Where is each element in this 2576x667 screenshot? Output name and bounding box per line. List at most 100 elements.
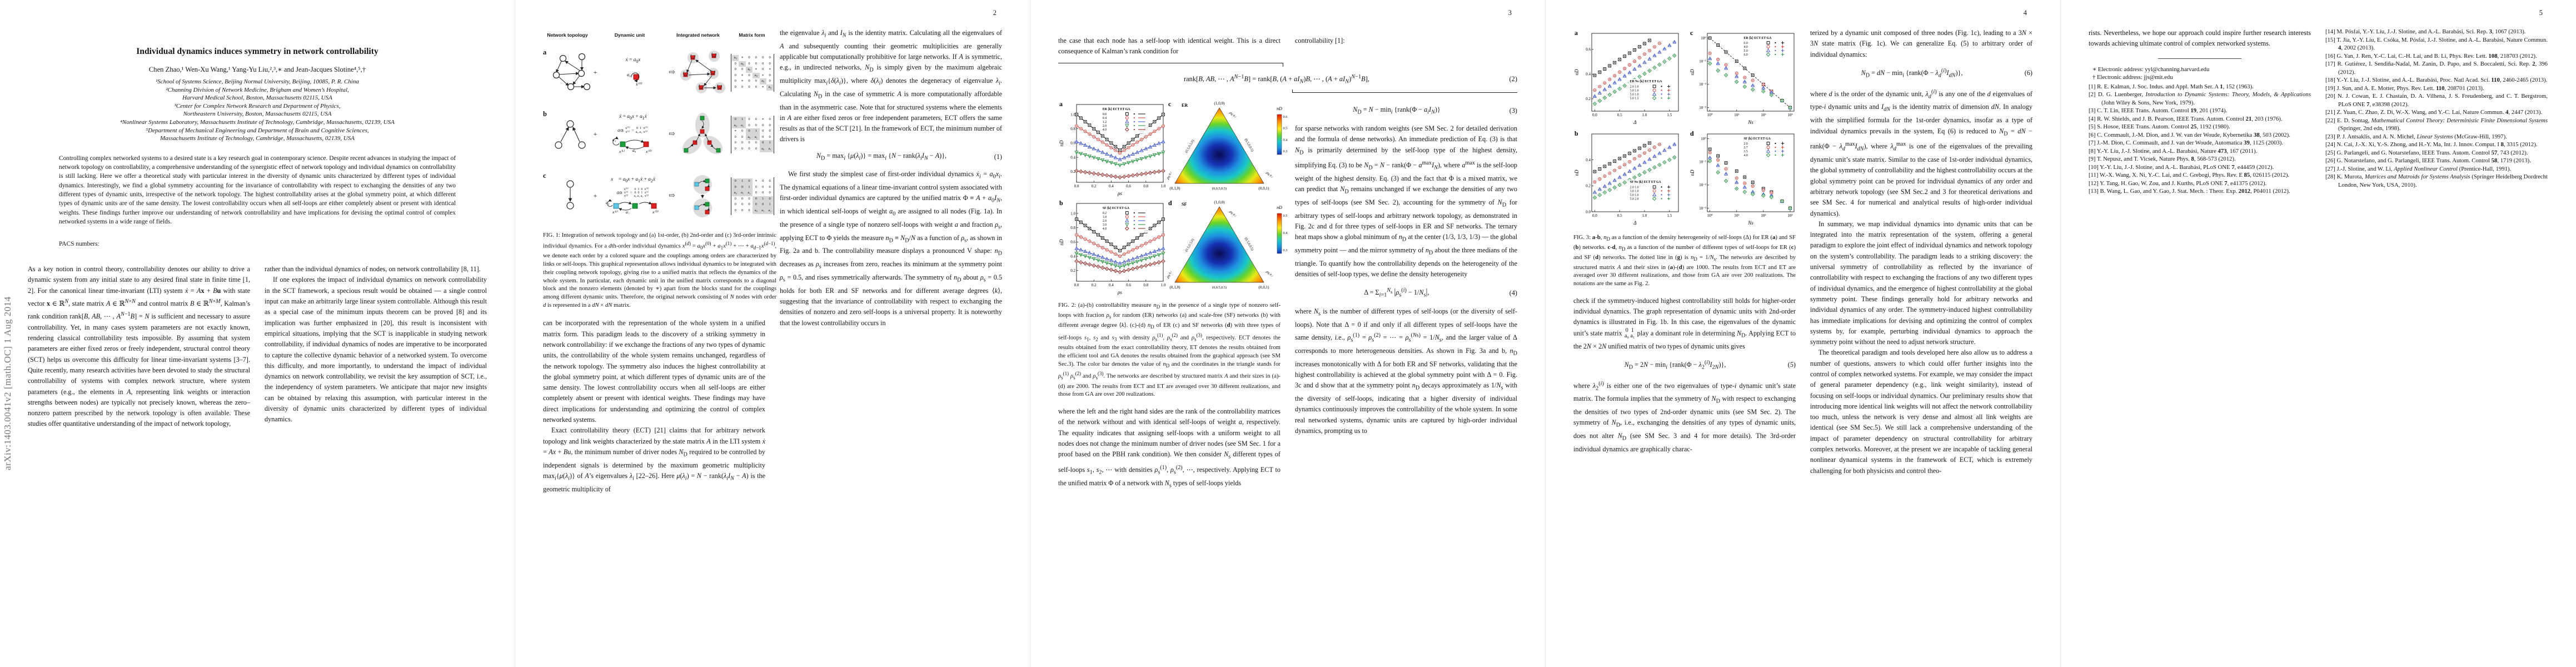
svg-text:0.4: 0.4 — [1586, 158, 1591, 162]
svg-text:5.0 1.5: 5.0 1.5 — [1630, 97, 1639, 100]
fig1-header-matrix: Matrix form — [739, 32, 765, 38]
svg-text:10³: 10³ — [1787, 113, 1792, 117]
fig1-unit-equation: x⃛ = a0x + a1ẋ + a2ẍ — [611, 177, 655, 184]
svg-text:Δ: Δ — [1633, 220, 1636, 226]
page-2: 2 Network topology Dynamic unit Integrat… — [515, 0, 1030, 667]
fig1-row-tag: a — [543, 48, 547, 57]
body-paragraph: In summary, we map individual dynamics i… — [1810, 220, 2032, 346]
affiliation-line: ²Channing Division of Network Medicine, … — [166, 86, 349, 93]
svg-text:nD: nD — [1574, 170, 1580, 176]
svg-text:0.6: 0.6 — [1586, 47, 1591, 52]
reference-item: [18] Y.-Y. Liu, J.-J. Slotine, and A.-L.… — [2325, 77, 2548, 83]
unit-label: x⁽⁰⁾ — [652, 210, 659, 214]
fig2-panel-d-ternary: d SF (1,0,0) (0,1,0) (0,0,1) (0.5,0.5,0) (0.5,… — [1165, 198, 1292, 297]
svg-text:0.8: 0.8 — [1070, 226, 1075, 230]
svg-text:5.0 1.0: 5.0 1.0 — [1630, 193, 1639, 197]
svg-text:0.5: 0.5 — [1617, 213, 1622, 218]
body-paragraph: Exact controllability theory (ECT) [21] … — [543, 426, 766, 493]
body-paragraph: where d is the order of the dynamic unit… — [1810, 88, 2033, 217]
svg-text:2.0: 2.0 — [1103, 125, 1107, 128]
svg-text:b: b — [1059, 199, 1063, 207]
unit-label: x⁽⁰⁾ — [635, 82, 642, 87]
svg-text:0.5: 0.5 — [1283, 127, 1288, 131]
equation-2: rank[B, AB, ⋯ , AN−1B] = rank[B, (A + aI… — [1058, 74, 1517, 85]
svg-text:0.0: 0.0 — [1074, 283, 1079, 287]
unit-label: x⁽⁰⁾ — [645, 149, 652, 153]
svg-text:1.0: 1.0 — [1642, 113, 1647, 117]
fig3-panel-c: 10⁰ 10¹ 10² 10³ 10⁰ 10⁻¹ 10⁻² 10⁻³ Ns nD c ER ⟨k⟩ E… — [1689, 28, 1800, 128]
figure-1-caption: FIG. 1: Integration of network topology … — [543, 232, 777, 308]
svg-text:0.2: 0.2 — [1103, 212, 1107, 215]
svg-text:nD: nD — [1690, 170, 1695, 176]
reference-item: [2] D. G. Luenberger, Introduction to Dy… — [2089, 91, 2311, 106]
fig1-header-unit: Dynamic unit — [614, 32, 645, 38]
svg-text:0.6: 0.6 — [1126, 283, 1131, 287]
svg-text:0.2: 0.2 — [1070, 268, 1075, 273]
svg-text:10⁻¹: 10⁻¹ — [1699, 59, 1706, 63]
fig1-unit-equation: ẋ = a0x — [625, 57, 641, 64]
figure-1: Network topology Dynamic unit Integrated… — [543, 30, 776, 309]
widetext-rule-top — [1058, 62, 1283, 67]
svg-text:0.2: 0.2 — [1092, 184, 1097, 188]
svg-text:nD: nD — [1059, 140, 1064, 147]
affiliation-line: ⁴Nonlinear Systems Laboratory, Massachus… — [120, 118, 395, 126]
svg-text:1.0: 1.0 — [1642, 213, 1647, 218]
p1-column-left: As a key notion in control theory, contr… — [28, 264, 250, 430]
p3-intro-right: controllability [1]: — [1295, 36, 1517, 57]
dynamic-unit-glyph: a₂ x⁽²⁾ a₁ x⁽⁰⁾ — [606, 198, 659, 215]
svg-text:SF ⟨k⟩ ECT ET GA: SF ⟨k⟩ ECT ET GA — [1103, 206, 1130, 210]
unit-label: a₀ — [627, 72, 631, 77]
authors-line: Chen Zhao,¹ Wen-Xu Wang,¹ Yang-Yu Liu,²,… — [148, 66, 366, 73]
unit-label: a₁ — [626, 210, 630, 214]
svg-text:Ns: Ns — [1747, 120, 1753, 125]
fig2-panel-a: 0.0 0.2 0.4 0.6 0.8 1.0 0.2 0.4 0.6 0.8 1.0 ρs nD a ER… — [1058, 99, 1167, 198]
svg-text:ρs: ρs — [1117, 191, 1122, 196]
svg-text:(0.5,0.5,0): (0.5,0.5,0) — [1184, 238, 1195, 252]
fig1-dynamic-unit-c: x⃛ = a0x + a1ẋ + a2ẍ d∕dt x⁽⁰⁾ x⁽¹⁾ x⁽²⁾ =… — [599, 175, 667, 217]
equation-body: rank[B, AB, ⋯ , AN−1B] = rank[B, (A + aI… — [1184, 73, 1369, 85]
equation-label: (3) — [1509, 107, 1517, 115]
svg-text:(0,0.5,0.5): (0,0.5,0.5) — [1212, 187, 1227, 191]
p2-column-right: the eigenvalue λi and IN is the identity… — [780, 28, 1002, 495]
widetext-rule-bottom — [1292, 89, 1517, 93]
svg-text:0.0: 0.0 — [1074, 184, 1079, 188]
svg-text:0.6: 0.6 — [1283, 115, 1288, 119]
figure-2: 0.0 0.2 0.4 0.6 0.8 1.0 0.2 0.4 0.6 0.8 1.0 ρs nD a ER… — [1058, 99, 1288, 297]
svg-text:1.2: 1.2 — [1103, 121, 1107, 124]
footnote-separator — [2158, 58, 2241, 59]
svg-text:ER ⟨k⟩ ECT ET GA: ER ⟨k⟩ ECT ET GA — [1103, 107, 1131, 111]
svg-text:2.0 1.0: 2.0 1.0 — [1630, 85, 1639, 88]
fig1-dynamic-unit-b: ẍ = a0x + a1ẋ d∕dt x⁽⁰⁾ x⁽¹⁾ = 0 1 a₀ a₁ x⁽… — [599, 112, 667, 157]
svg-text:(0,0,1): (0,0,1) — [1258, 285, 1269, 290]
svg-text:4.0: 4.0 — [1744, 154, 1748, 157]
svg-text:SF Ns ⟨k⟩ ECT ET GA: SF Ns ⟨k⟩ ECT ET GA — [1630, 180, 1662, 184]
equation-label: (1) — [994, 152, 1002, 161]
reference-item: [27] J.-J. Slotine, and W. Li, Applied N… — [2325, 165, 2512, 172]
matrix-form-a: a₀ ∗ 0 0 0 0 0 a₀ 0 0 0 0 0 0 a₀ ∗ 0 ∗ 0 ∗ 0 a₀ ∗ 0 0 ∗ 0 0 a₀ 0 0 0 0 0 ∗… — [731, 54, 775, 92]
equation-4: Δ = Σi=1Ns |ρs(i) − 1/Ns|, (4) — [1295, 285, 1517, 301]
svg-text:ρs⁽¹⁾: ρs⁽¹⁾ — [1167, 270, 1174, 280]
reference-item: [21] Z. Yuan, C. Zhao, Z. Di, W.-X. Wang… — [2325, 109, 2543, 116]
svg-text:0.2: 0.2 — [1070, 170, 1075, 174]
affiliation-line: Harvard Medical School, Boston, Massachu… — [182, 94, 332, 102]
equation-1: ND = maxi {μ(λi)} = maxi {N − rank(λiIN … — [780, 151, 1002, 164]
body-paragraph: can be incorporated with the representat… — [543, 319, 765, 424]
fig1-header-topology: Network topology — [547, 32, 588, 38]
fig1-dynamic-unit-a: ẋ = a0x a₀ x⁽⁰⁾ — [599, 55, 667, 90]
abstract: Controlling complex networked systems to… — [59, 155, 456, 225]
svg-text:0.0: 0.0 — [1103, 113, 1107, 116]
equation-label: (2) — [1509, 74, 1517, 83]
footnote-line: ∗ Electronic address: yyl@channing.harva… — [2092, 66, 2210, 73]
svg-text:(1,0,0): (1,0,0) — [1214, 200, 1225, 205]
equation-body: Δ = Σi=1Ns |ρs(i) − 1/Ns|, — [1364, 287, 1429, 298]
svg-text:5.0 1.0: 5.0 1.0 — [1630, 93, 1639, 96]
svg-text:SF ⟨k⟩ ECT ET GA: SF ⟨k⟩ ECT ET GA — [1744, 137, 1771, 141]
svg-text:3.0: 3.0 — [1103, 223, 1107, 227]
unit-label: x⁽¹⁾ — [619, 149, 625, 153]
svg-text:a: a — [1575, 29, 1578, 37]
svg-text:0.4: 0.4 — [1109, 184, 1114, 188]
affiliation-line: Northeastern University, Boston, Massach… — [183, 111, 332, 118]
